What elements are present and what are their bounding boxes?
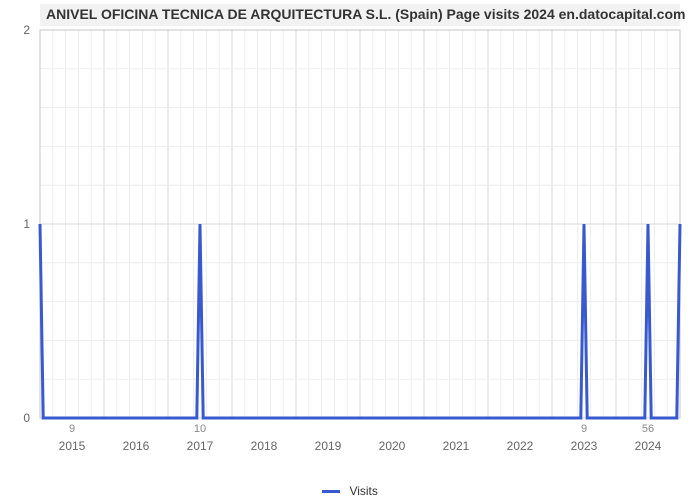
- x-tick-label: 2017: [187, 439, 214, 453]
- chart-title: ANIVEL OFICINA TECNICA DE ARQUITECTURA S…: [46, 6, 685, 22]
- y-tick-label: 1: [23, 217, 30, 231]
- bar-value-label: 9: [581, 423, 587, 435]
- x-tick-label: 2023: [571, 439, 598, 453]
- x-tick-label: 2022: [507, 439, 534, 453]
- visits-chart: ANIVEL OFICINA TECNICA DE ARQUITECTURA S…: [0, 0, 700, 460]
- legend-swatch: [322, 490, 340, 493]
- x-tick-label: 2016: [123, 439, 150, 453]
- legend: Visits: [0, 484, 700, 498]
- y-tick-label: 0: [23, 411, 30, 425]
- y-tick-label: 2: [23, 23, 30, 37]
- legend-label: Visits: [349, 484, 377, 498]
- x-tick-label: 2021: [443, 439, 470, 453]
- bar-value-label: 9: [69, 423, 75, 435]
- x-tick-label: 2015: [59, 439, 86, 453]
- x-tick-label: 2024: [635, 439, 662, 453]
- bar-value-label: 56: [642, 423, 654, 435]
- x-tick-label: 2018: [251, 439, 278, 453]
- x-tick-label: 2019: [315, 439, 342, 453]
- x-tick-label: 2020: [379, 439, 406, 453]
- bar-value-label: 10: [194, 423, 206, 435]
